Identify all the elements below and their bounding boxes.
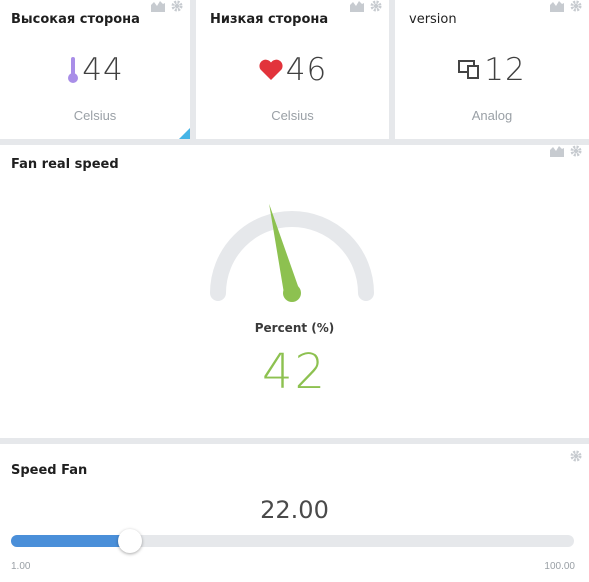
widget-tools bbox=[550, 145, 583, 157]
gauge-value: 42 bbox=[261, 344, 328, 400]
widget-tools bbox=[550, 0, 583, 12]
gear-icon[interactable] bbox=[569, 450, 583, 462]
chart-icon[interactable] bbox=[550, 145, 564, 157]
chart-icon[interactable] bbox=[550, 0, 564, 12]
widget-title: Speed Fan bbox=[11, 463, 88, 478]
widget-tools bbox=[350, 0, 383, 12]
gauge-track bbox=[210, 211, 374, 301]
gear-icon[interactable] bbox=[569, 0, 583, 12]
slider-fill bbox=[11, 535, 131, 547]
gauge-hub bbox=[283, 284, 301, 302]
widget-value: 46 bbox=[285, 52, 328, 88]
gear-icon[interactable] bbox=[369, 0, 383, 12]
gauge-label: Percent (%) bbox=[254, 321, 335, 335]
value-row: 46 bbox=[196, 52, 389, 88]
slider-track[interactable] bbox=[11, 529, 574, 553]
gauge-needle bbox=[269, 203, 300, 295]
value-row: 44 bbox=[0, 52, 190, 88]
widget-version: version 12 Analog bbox=[395, 0, 589, 139]
gear-icon[interactable] bbox=[569, 145, 583, 157]
gear-icon[interactable] bbox=[170, 0, 184, 12]
widget-low-side: Низкая сторона 46 Celsius bbox=[196, 0, 389, 139]
widget-tools bbox=[151, 0, 184, 12]
chart-icon[interactable] bbox=[151, 0, 165, 12]
devices-icon bbox=[458, 60, 480, 79]
widget-unit: Celsius bbox=[73, 108, 117, 123]
slider-thumb[interactable] bbox=[118, 529, 143, 553]
widget-value: 44 bbox=[82, 52, 124, 88]
widget-title: Высокая сторона bbox=[11, 12, 140, 27]
slider-min-label: 1.00 bbox=[11, 561, 31, 572]
widget-value: 12 bbox=[484, 52, 526, 88]
resize-handle[interactable] bbox=[179, 128, 190, 139]
widget-speed-fan: Speed Fan 22.00 1.00 100.00 bbox=[0, 444, 589, 582]
widget-title: version bbox=[409, 12, 457, 27]
widget-title: Низкая сторона bbox=[210, 12, 329, 27]
heart-icon bbox=[259, 59, 283, 80]
slider-max-label: 100.00 bbox=[544, 561, 575, 572]
chart-icon[interactable] bbox=[350, 0, 364, 12]
gauge bbox=[210, 203, 374, 302]
widget-unit: Analog bbox=[471, 108, 513, 123]
slider-value: 22.00 bbox=[260, 496, 329, 524]
widget-title: Fan real speed bbox=[11, 157, 119, 172]
widget-high-side: Высокая сторона 44 Celsius bbox=[0, 0, 190, 139]
value-row: 12 bbox=[395, 52, 589, 88]
widget-unit: Celsius bbox=[271, 108, 314, 123]
widget-fan-real-speed: Fan real speed Percent (%) 42 bbox=[0, 145, 589, 438]
widget-tools bbox=[569, 450, 583, 462]
thermometer-icon bbox=[68, 57, 79, 83]
